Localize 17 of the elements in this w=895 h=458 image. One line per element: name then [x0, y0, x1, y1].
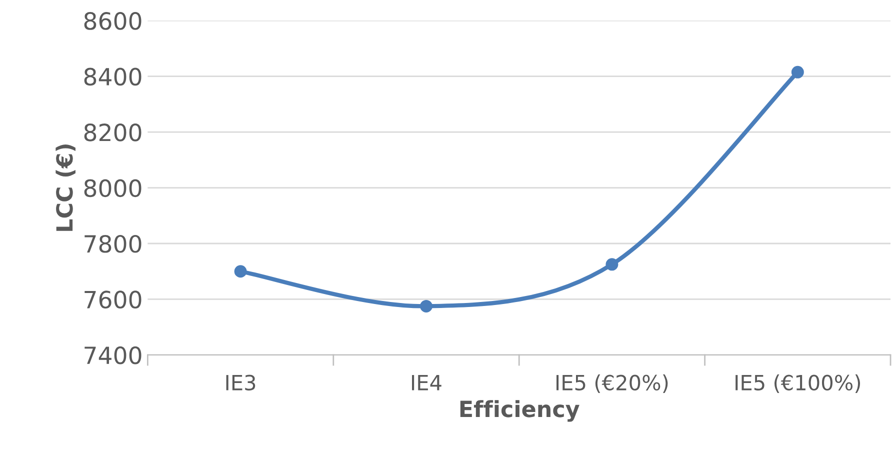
point — [791, 66, 804, 78]
y-tick-label: 8000 — [84, 179, 142, 198]
y-tick-label: 8600 — [84, 12, 142, 30]
y-tick-label: 8200 — [84, 124, 142, 142]
point — [606, 258, 618, 271]
x-tick-label: IE3 — [226, 374, 256, 391]
point — [234, 265, 247, 278]
y-tick-label: 7400 — [84, 346, 142, 364]
point — [420, 300, 432, 312]
y-tick-label: 8400 — [84, 68, 142, 86]
x-tick-label: IE5 (€20%) — [556, 374, 668, 393]
y-axis-title: LCC (€) — [56, 144, 76, 231]
y-tick-label: 7800 — [84, 234, 142, 253]
y-tick-label: 7600 — [84, 290, 142, 309]
x-axis-title: Efficiency — [460, 400, 580, 422]
x-tick-label: IE5 (€100%) — [736, 374, 860, 393]
x-tick-label: IE4 — [412, 375, 442, 390]
